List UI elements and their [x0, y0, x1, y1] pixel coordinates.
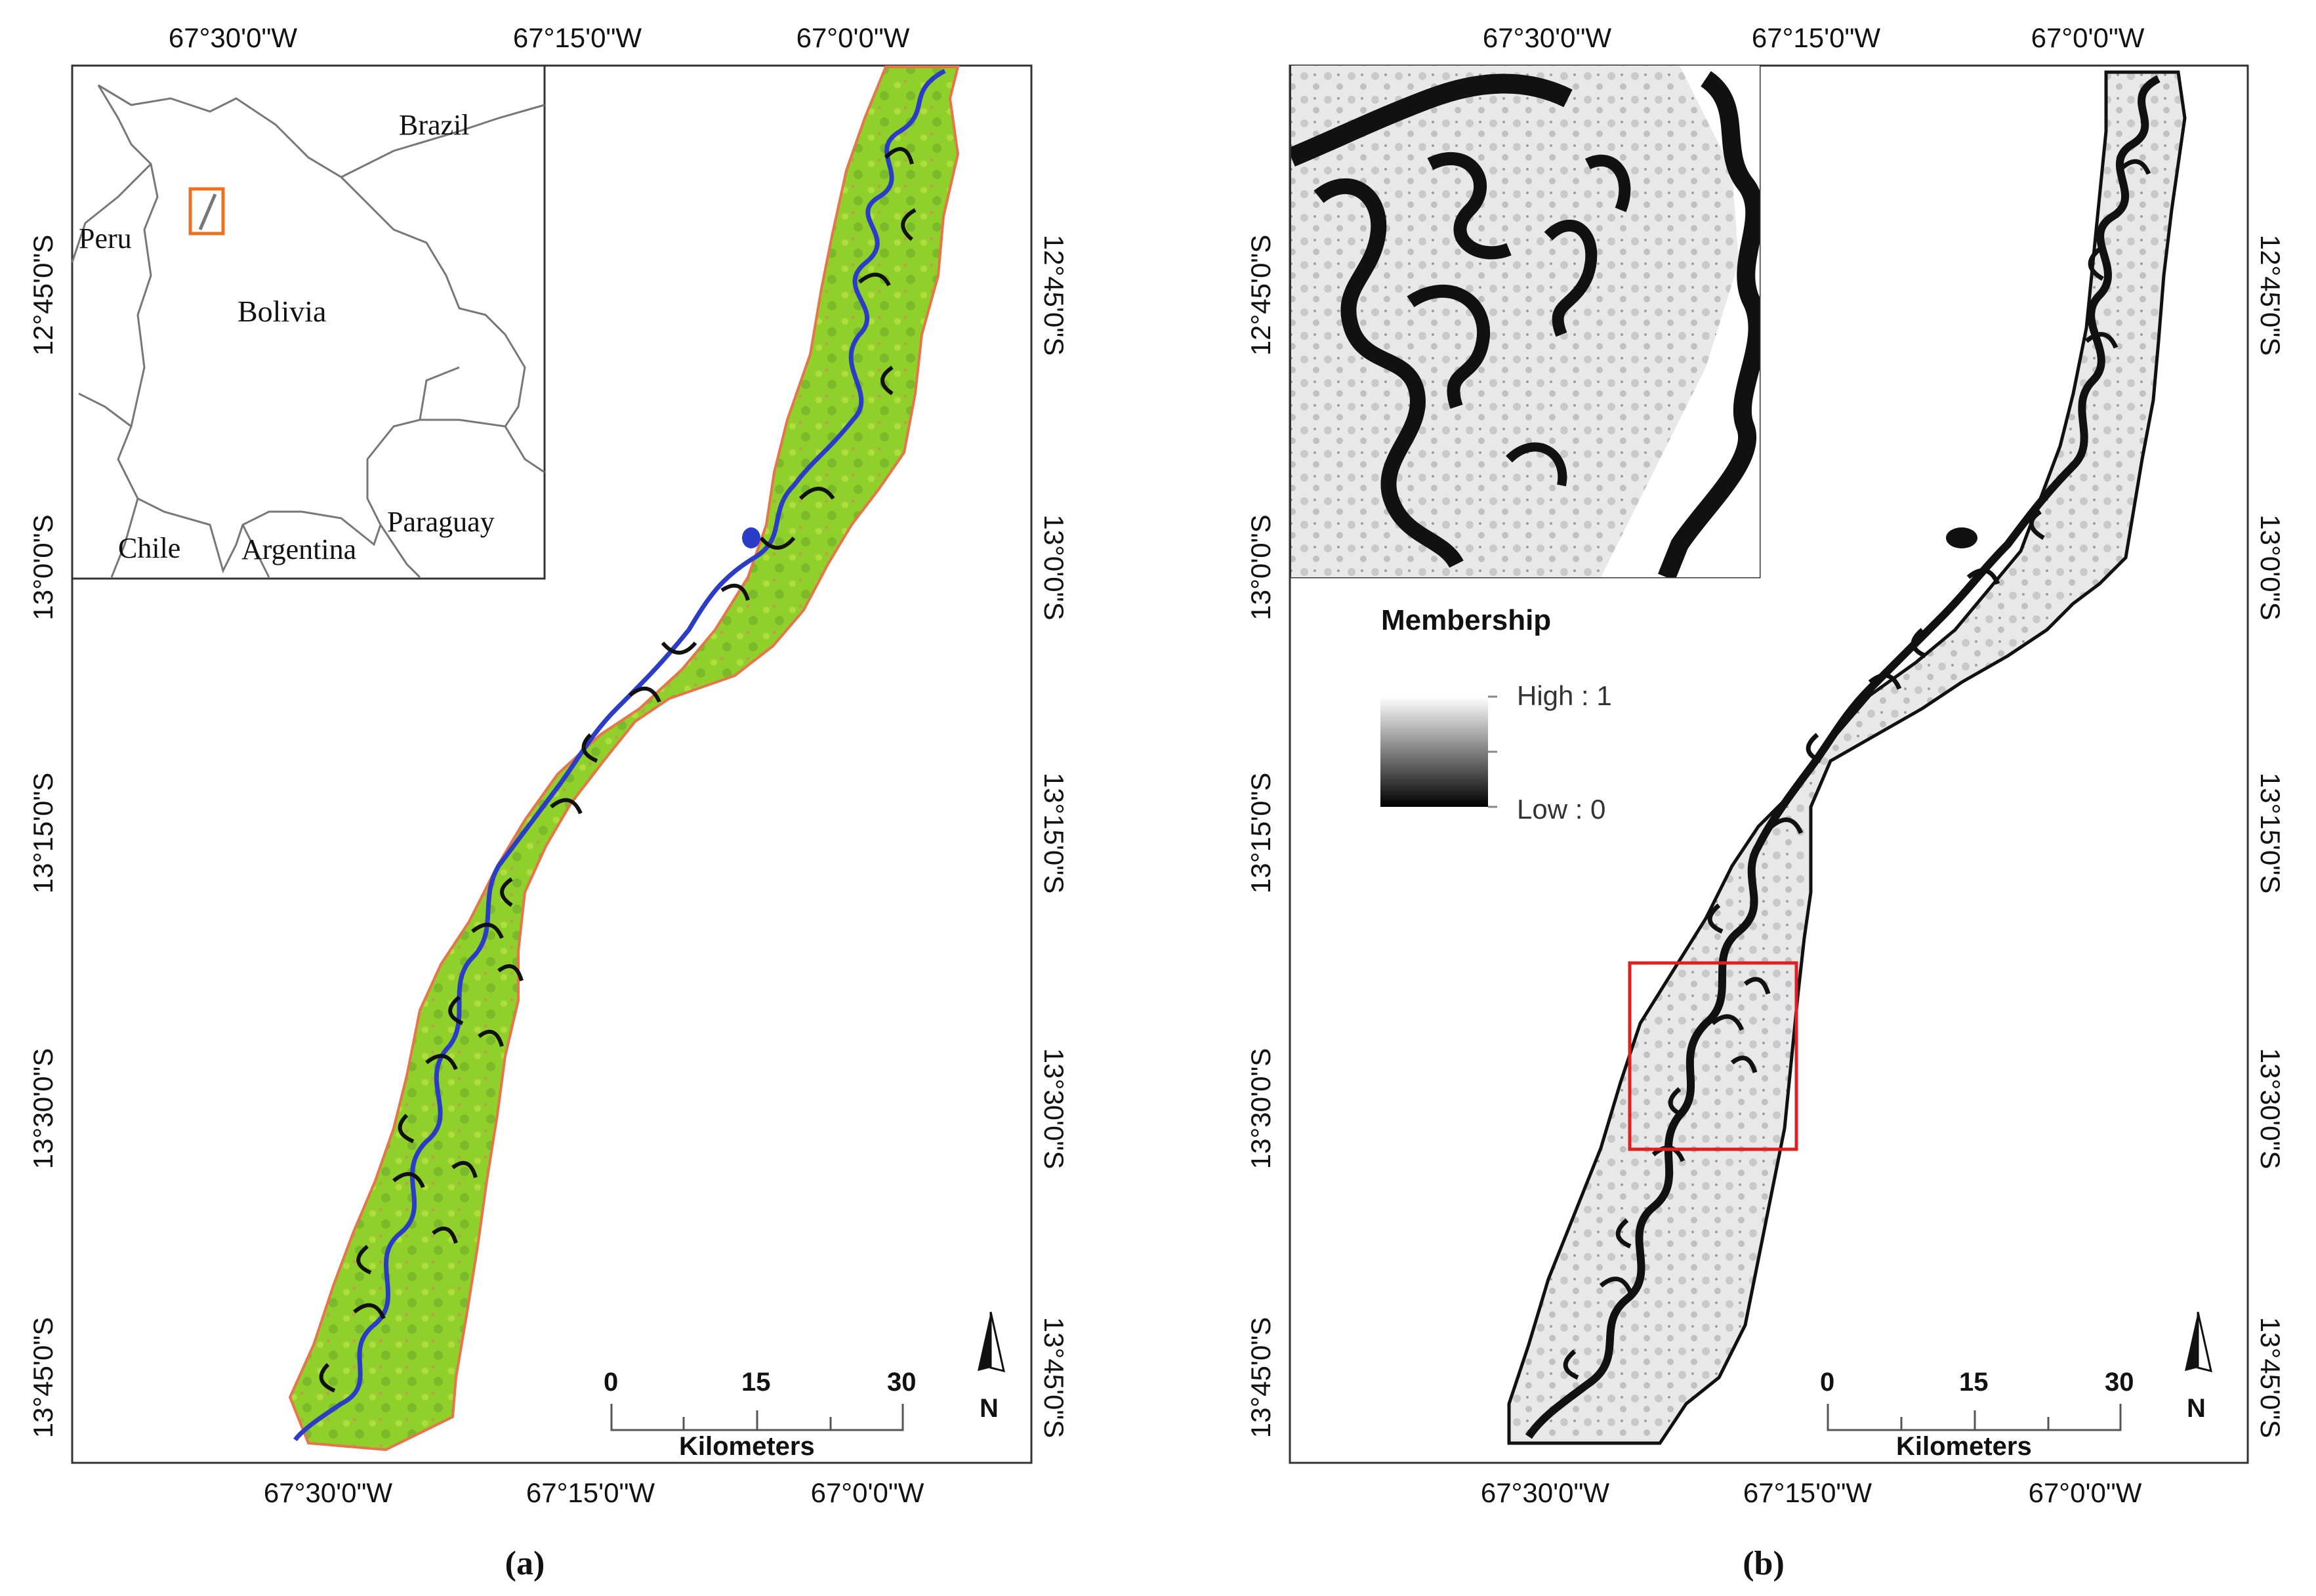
membership-legend: Membership High : 1 Low : 0	[1380, 604, 1612, 825]
zoom-inset-b	[1290, 64, 1761, 579]
right-tick-a-1: 12°45'0"S	[1039, 235, 1069, 356]
panel-label-a: (a)	[505, 1545, 545, 1582]
scale-label-15-a: 15	[741, 1368, 771, 1397]
right-tick-b-1: 12°45'0"S	[2255, 235, 2286, 356]
right-tick-a-4: 13°30'0"S	[1039, 1048, 1069, 1170]
country-label-chile: Chile	[118, 532, 180, 564]
highlight-box-b	[1628, 961, 1798, 1151]
right-tick-a-2: 13°0'0"S	[1039, 514, 1069, 620]
right-tick-b-2: 13°0'0"S	[2255, 514, 2286, 620]
top-tick-b-3: 67°0'0"W	[2031, 22, 2145, 53]
locator-inset-frame	[71, 64, 546, 580]
left-tick-b-5: 13°45'0"S	[1245, 1317, 1276, 1439]
top-tick-a-1: 67°30'0"W	[169, 22, 298, 53]
bottom-tick-a-2: 67°15'0"W	[526, 1477, 655, 1508]
scale-label-30-a: 30	[887, 1368, 917, 1397]
top-tick-b-2: 67°15'0"W	[1752, 22, 1881, 53]
bottom-tick-b-3: 67°0'0"W	[2029, 1477, 2142, 1508]
scale-unit-b: Kilometers	[1896, 1432, 2032, 1461]
scale-label-15-b: 15	[1959, 1368, 1989, 1397]
top-tick-b-1: 67°30'0"W	[1483, 22, 1612, 53]
river-channel-b	[1525, 75, 2161, 1439]
floodplain-a	[288, 66, 960, 1452]
scale-label-30-b: 30	[2105, 1368, 2134, 1397]
legend-gradient	[1380, 697, 1488, 807]
right-tick-b-4: 13°30'0"S	[2255, 1048, 2286, 1170]
left-tick-b-1: 12°45'0"S	[1245, 235, 1276, 356]
oxbow-lakes-a	[319, 147, 917, 1393]
locator-highlight-box	[188, 187, 225, 235]
locator-strip	[198, 194, 217, 230]
scale-label-0-a: 0	[604, 1368, 618, 1397]
panel-a: Brazil Peru Bolivia Chile Argentina Para…	[28, 22, 1069, 1582]
right-tick-b-5: 13°45'0"S	[2255, 1317, 2286, 1439]
left-tick-b-2: 13°0'0"S	[1245, 514, 1276, 620]
country-label-brazil: Brazil	[399, 109, 470, 141]
right-tick-a-5: 13°45'0"S	[1039, 1317, 1069, 1439]
lake-dark-b	[1946, 527, 1977, 548]
top-tick-a-3: 67°0'0"W	[796, 22, 910, 53]
north-arrow-a: N	[978, 1311, 1005, 1423]
left-tick-a-4: 13°30'0"S	[28, 1048, 58, 1170]
left-tick-b-3: 13°15'0"S	[1245, 773, 1276, 894]
legend-title: Membership	[1381, 604, 1551, 636]
country-label-paraguay: Paraguay	[387, 506, 495, 538]
north-letter-a: N	[980, 1394, 999, 1423]
legend-high: High : 1	[1517, 680, 1612, 711]
left-tick-b-4: 13°30'0"S	[1245, 1048, 1276, 1170]
scale-unit-a: Kilometers	[679, 1432, 815, 1461]
oxbow-lakes-b	[1563, 159, 2151, 1380]
bottom-tick-b-2: 67°15'0"W	[1743, 1477, 1872, 1508]
river-channel-a	[293, 68, 946, 1442]
north-letter-b: N	[2187, 1394, 2206, 1423]
scale-bar-b: 0 15 30 Kilometers	[1820, 1368, 2134, 1461]
bottom-tick-a-3: 67°0'0"W	[811, 1477, 924, 1508]
lake-blue-a	[742, 527, 760, 548]
bottom-tick-a-1: 67°30'0"W	[264, 1477, 393, 1508]
left-tick-a-1: 12°45'0"S	[28, 235, 58, 356]
panel-b: Membership High : 1 Low : 0 0 15 30 Kilo…	[1245, 22, 2286, 1582]
membership-strip-b	[1507, 70, 2187, 1445]
north-arrow-b: N	[2185, 1311, 2212, 1423]
panel-label-b: (b)	[1743, 1545, 1785, 1582]
country-label-bolivia: Bolivia	[238, 295, 326, 328]
bottom-tick-b-1: 67°30'0"W	[1481, 1477, 1610, 1508]
scale-label-0-b: 0	[1820, 1368, 1834, 1397]
country-borders	[71, 84, 545, 579]
left-tick-a-5: 13°45'0"S	[28, 1317, 58, 1439]
scale-bar-a: 0 15 30 Kilometers	[604, 1368, 917, 1461]
country-label-argentina: Argentina	[241, 533, 356, 565]
left-tick-a-3: 13°15'0"S	[28, 773, 58, 894]
locator-inset: Brazil Peru Bolivia Chile Argentina Para…	[71, 64, 546, 580]
right-tick-a-3: 13°15'0"S	[1039, 773, 1069, 894]
legend-low: Low : 0	[1517, 794, 1605, 825]
left-tick-a-2: 13°0'0"S	[28, 514, 58, 620]
right-tick-b-3: 13°15'0"S	[2255, 773, 2286, 894]
country-label-peru: Peru	[79, 222, 132, 255]
top-tick-a-2: 67°15'0"W	[513, 22, 642, 53]
